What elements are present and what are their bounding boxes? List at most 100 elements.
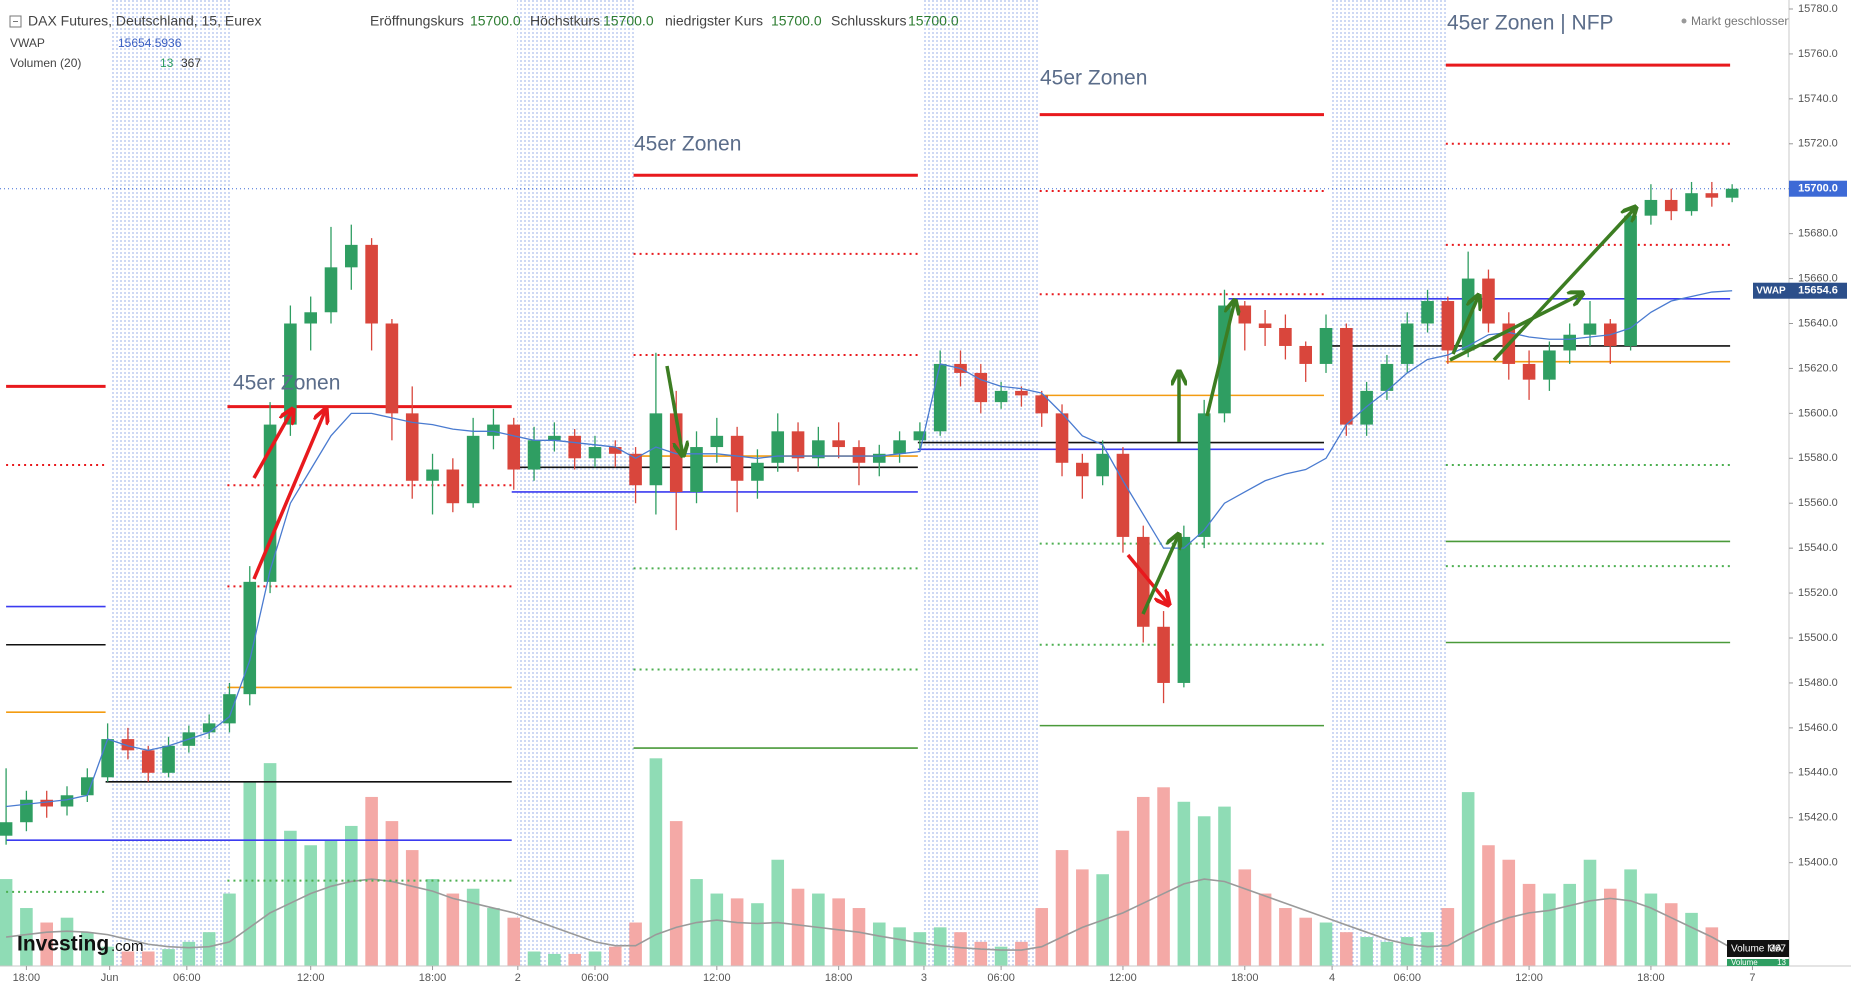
y-tick-label: 15620.0: [1798, 362, 1838, 374]
last-price-label: 15700.0: [1798, 183, 1838, 195]
volume-bar: [385, 821, 399, 966]
volume-bar: [345, 825, 358, 966]
annotation: 45er Zonen: [233, 372, 340, 395]
volume-bar: [933, 927, 947, 966]
volume-bar: [1157, 787, 1170, 966]
volume-bar: [852, 908, 866, 966]
candle-body: [832, 440, 845, 448]
volume-bar: [1563, 883, 1576, 966]
y-tick-label: 15680.0: [1798, 228, 1838, 240]
candle-body: [710, 435, 724, 448]
vwap-legend: VWAP: [10, 36, 45, 50]
close-label: Schlusskurs: [831, 13, 906, 29]
candle-body: [1482, 278, 1495, 324]
candle-body: [284, 323, 297, 425]
off-hours-band: [923, 0, 1040, 966]
candle-body: [852, 447, 866, 463]
candle-body: [426, 469, 439, 481]
x-tick-label: 7: [1749, 972, 1755, 984]
candle-body: [223, 694, 236, 724]
y-tick-label: 15720.0: [1798, 138, 1838, 150]
arrows: [252, 207, 1636, 615]
volume-bar: [507, 917, 521, 966]
arrow: [1205, 300, 1235, 417]
candle-body: [1705, 193, 1719, 198]
volume-bar: [730, 898, 744, 966]
volume-bar: [1705, 927, 1719, 966]
volume-bar: [994, 946, 1008, 966]
y-tick-label: 15660.0: [1798, 272, 1838, 284]
volume-bar: [141, 951, 155, 966]
volume-bar: [649, 758, 663, 966]
candle-body: [263, 424, 277, 582]
volume-bar: [913, 932, 927, 966]
volume-bar: [527, 951, 541, 966]
candle-body: [1543, 350, 1556, 380]
x-tick-label: 06:00: [1393, 972, 1421, 984]
candle-body: [751, 462, 764, 481]
volume-layer: [0, 758, 1739, 966]
candle-body: [629, 453, 642, 486]
candle-body: [1360, 390, 1373, 425]
high-label: Höchstkurs: [530, 13, 600, 29]
volume-bar: [1604, 888, 1617, 966]
volume-ma-legend-value: 367: [181, 56, 201, 70]
x-tick-label: 18:00: [419, 972, 447, 984]
volume-bar: [60, 917, 74, 966]
volume-bar: [1279, 908, 1292, 966]
y-tick-label: 15400.0: [1798, 857, 1838, 869]
candle-body: [20, 799, 33, 823]
candle-body: [487, 424, 500, 436]
candle-body: [101, 739, 114, 778]
y-tick-label: 15500.0: [1798, 632, 1838, 644]
x-tick-label: 06:00: [987, 972, 1015, 984]
legend-header: DAX Futures, Deutschland, 15, Eurex Eröf…: [9, 13, 1791, 70]
candle-body: [994, 390, 1008, 403]
volume-bar: [751, 903, 764, 966]
annotation: 45er Zonen | NFP: [1447, 12, 1614, 35]
candle-body: [1644, 199, 1658, 216]
x-tick-label: 12:00: [1515, 972, 1543, 984]
candle-body: [1258, 323, 1272, 328]
volume-bar: [710, 893, 724, 966]
candle-body: [913, 431, 927, 441]
candle-body: [1563, 334, 1576, 351]
close-value: 15700.0: [908, 13, 959, 29]
volume-bar: [1522, 883, 1536, 966]
volume-bar: [1299, 917, 1313, 966]
volume-bar: [1583, 859, 1597, 966]
candle-body: [1725, 188, 1739, 198]
volume-legend-value: 13: [160, 56, 174, 70]
collapse-icon[interactable]: [9, 15, 22, 28]
volume-bar: [1360, 937, 1373, 966]
volume-bar: [954, 932, 967, 966]
high-value: 15700.0: [603, 13, 654, 29]
candle-body: [466, 435, 480, 504]
candle-body: [1340, 327, 1353, 425]
volume-bar: [791, 888, 805, 966]
y-tick-label: 15520.0: [1798, 587, 1838, 599]
volume-bar: [893, 927, 906, 966]
candle-body: [933, 363, 947, 432]
candle-body: [1055, 413, 1069, 463]
volume-bar: [284, 830, 297, 966]
volume-bar: [20, 908, 33, 966]
candle-body: [1380, 363, 1394, 391]
volume-bar: [1624, 869, 1637, 966]
candle-body: [1279, 327, 1292, 346]
volume-bar: [1035, 908, 1049, 966]
candle-body: [385, 323, 399, 414]
vwap-line: [6, 290, 1733, 808]
candle-body: [608, 447, 622, 454]
vwap-legend-value: 15654.5936: [118, 36, 182, 50]
candle-body: [1096, 453, 1109, 477]
volume-bar: [1502, 859, 1516, 966]
volume-bar: [608, 946, 622, 966]
last-price-tag: [1789, 180, 1847, 197]
y-tick-label: 15480.0: [1798, 677, 1838, 689]
instrument-title: DAX Futures, Deutschland, 15, Eurex: [28, 13, 261, 29]
x-tick-label: 18:00: [825, 972, 853, 984]
candle-body: [1583, 323, 1597, 335]
candle-body: [202, 723, 216, 733]
